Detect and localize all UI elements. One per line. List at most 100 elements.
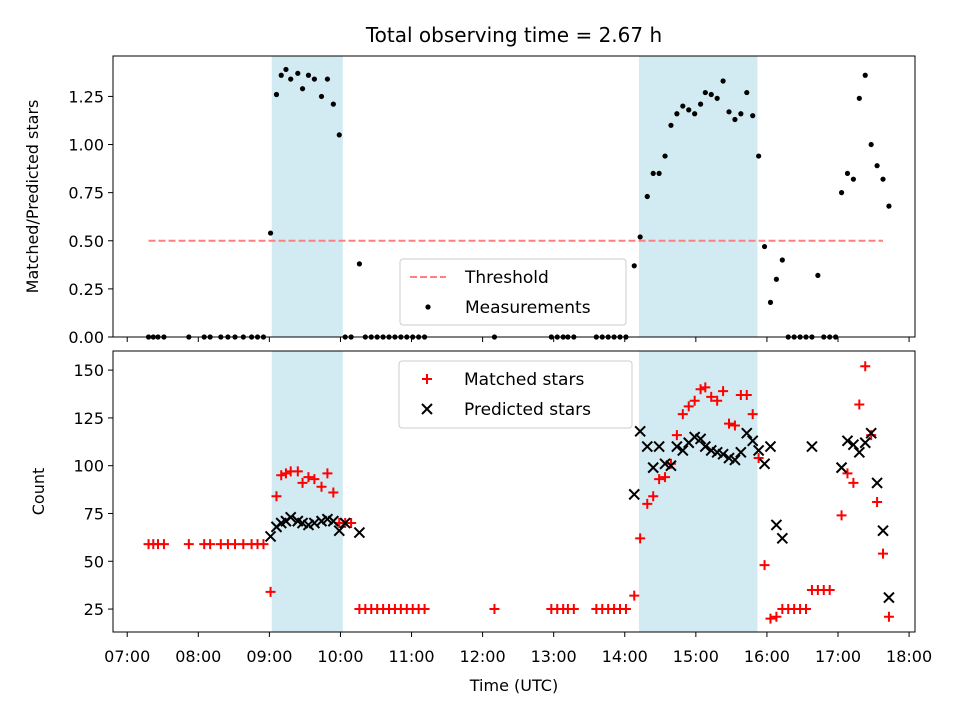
matched-point (629, 590, 640, 601)
predicted-point (641, 440, 653, 453)
matched-point (660, 472, 671, 483)
predicted-point (871, 477, 883, 489)
y-tick-label: 25 (84, 600, 104, 619)
legend: Threshold Measurements (399, 258, 627, 326)
matched-point (309, 474, 320, 485)
matched-point (878, 548, 889, 559)
measurement-point (815, 272, 821, 279)
matched-point (860, 361, 871, 372)
legend-matched-swatch (422, 374, 432, 384)
measurement-point (295, 70, 301, 76)
matched-point (665, 458, 676, 469)
measurement-point (838, 190, 845, 196)
measurement-point (874, 163, 880, 169)
figure-title: Total observing time = 2.67 h (365, 23, 662, 47)
predicted-point (770, 519, 783, 531)
measurement-point (714, 95, 720, 101)
measurement-point (686, 107, 692, 113)
matched-point (724, 418, 735, 429)
predicted-point (327, 515, 340, 527)
matched-point (718, 386, 729, 397)
predicted-point (264, 530, 277, 543)
matched-point (854, 399, 865, 410)
x-tick-label: 09:00 (246, 647, 292, 666)
matched-point (276, 470, 287, 481)
matched-point (683, 401, 694, 412)
matched-point (316, 481, 327, 492)
predicted-point (735, 446, 747, 459)
x-tick-label: 12:00 (460, 647, 506, 666)
y-tick-label: 125 (73, 409, 104, 428)
matched-point (765, 613, 776, 624)
measurement-point (324, 76, 331, 82)
measurement-point (844, 170, 851, 177)
y-tick-label: 0.75 (68, 184, 104, 203)
measurement-point (732, 116, 738, 123)
predicted-point (847, 438, 860, 451)
matched-point (836, 510, 847, 521)
matched-point (635, 533, 646, 544)
predicted-point (752, 444, 765, 457)
measurement-point (278, 72, 284, 78)
legend-predicted-swatch (421, 403, 433, 415)
measurement-point (644, 193, 650, 200)
legend-label: Measurements (465, 298, 591, 318)
measurement-point (656, 170, 662, 177)
matched-point (303, 472, 314, 483)
y-tick-label: 1.00 (68, 136, 104, 155)
legend-box (399, 258, 627, 326)
matched-point (695, 384, 706, 395)
predicted-point (308, 517, 321, 529)
matched-point (759, 560, 770, 571)
matched-point (801, 604, 812, 615)
y-tick-label: 0.00 (68, 328, 104, 347)
predicted-point (746, 435, 759, 447)
matched-point (568, 604, 579, 615)
predicted-point (841, 435, 854, 447)
matched-point (671, 430, 682, 441)
predicted-point (628, 488, 640, 501)
measurement-point (702, 89, 708, 96)
legend-label: Predicted stars (464, 400, 591, 420)
predicted-point (665, 459, 677, 472)
matched-point (620, 604, 631, 615)
x-axis-label: Time (UTC) (469, 676, 558, 695)
matched-point (328, 487, 339, 498)
predicted-point (741, 427, 753, 439)
measurement-point (305, 72, 312, 78)
measurement-point (336, 132, 342, 138)
measurement-point (637, 234, 643, 240)
matched-point (700, 382, 711, 393)
y-tick-label: 1.25 (68, 87, 104, 106)
measurement-point (697, 101, 704, 107)
measurement-point (680, 103, 686, 109)
predicted-point (284, 511, 297, 524)
measurement-point (886, 203, 892, 209)
matched-point (648, 491, 659, 502)
count-panel: 25 50 75 100 125 150 07:00 08:00 09:00 10:00 11:00… (29, 350, 932, 666)
y-axis-label: Matched/Predicted stars (23, 100, 42, 294)
predicted-point (758, 458, 771, 470)
x-tick-label: 11:00 (388, 647, 434, 666)
predicted-point (634, 425, 646, 437)
predicted-point (333, 524, 345, 537)
x-tick-label: 16:00 (744, 647, 790, 666)
matched-point (265, 586, 276, 597)
matched-point (872, 497, 883, 508)
matched-point (654, 474, 665, 485)
measurement-point (650, 170, 656, 177)
measurement-point (726, 109, 732, 115)
predicted-point (859, 437, 871, 449)
measurement-point (283, 66, 289, 73)
matched-point (747, 409, 758, 420)
measurement-point (756, 153, 762, 159)
predicted-point (865, 427, 877, 439)
predicted-point (653, 440, 665, 453)
measurement-point (862, 72, 868, 78)
matched-point (158, 539, 169, 550)
y-tick-label: 50 (84, 552, 104, 571)
predicted-point (877, 524, 889, 537)
measurement-point (773, 276, 779, 282)
measurement-point (868, 141, 874, 148)
matched-point (322, 468, 333, 479)
